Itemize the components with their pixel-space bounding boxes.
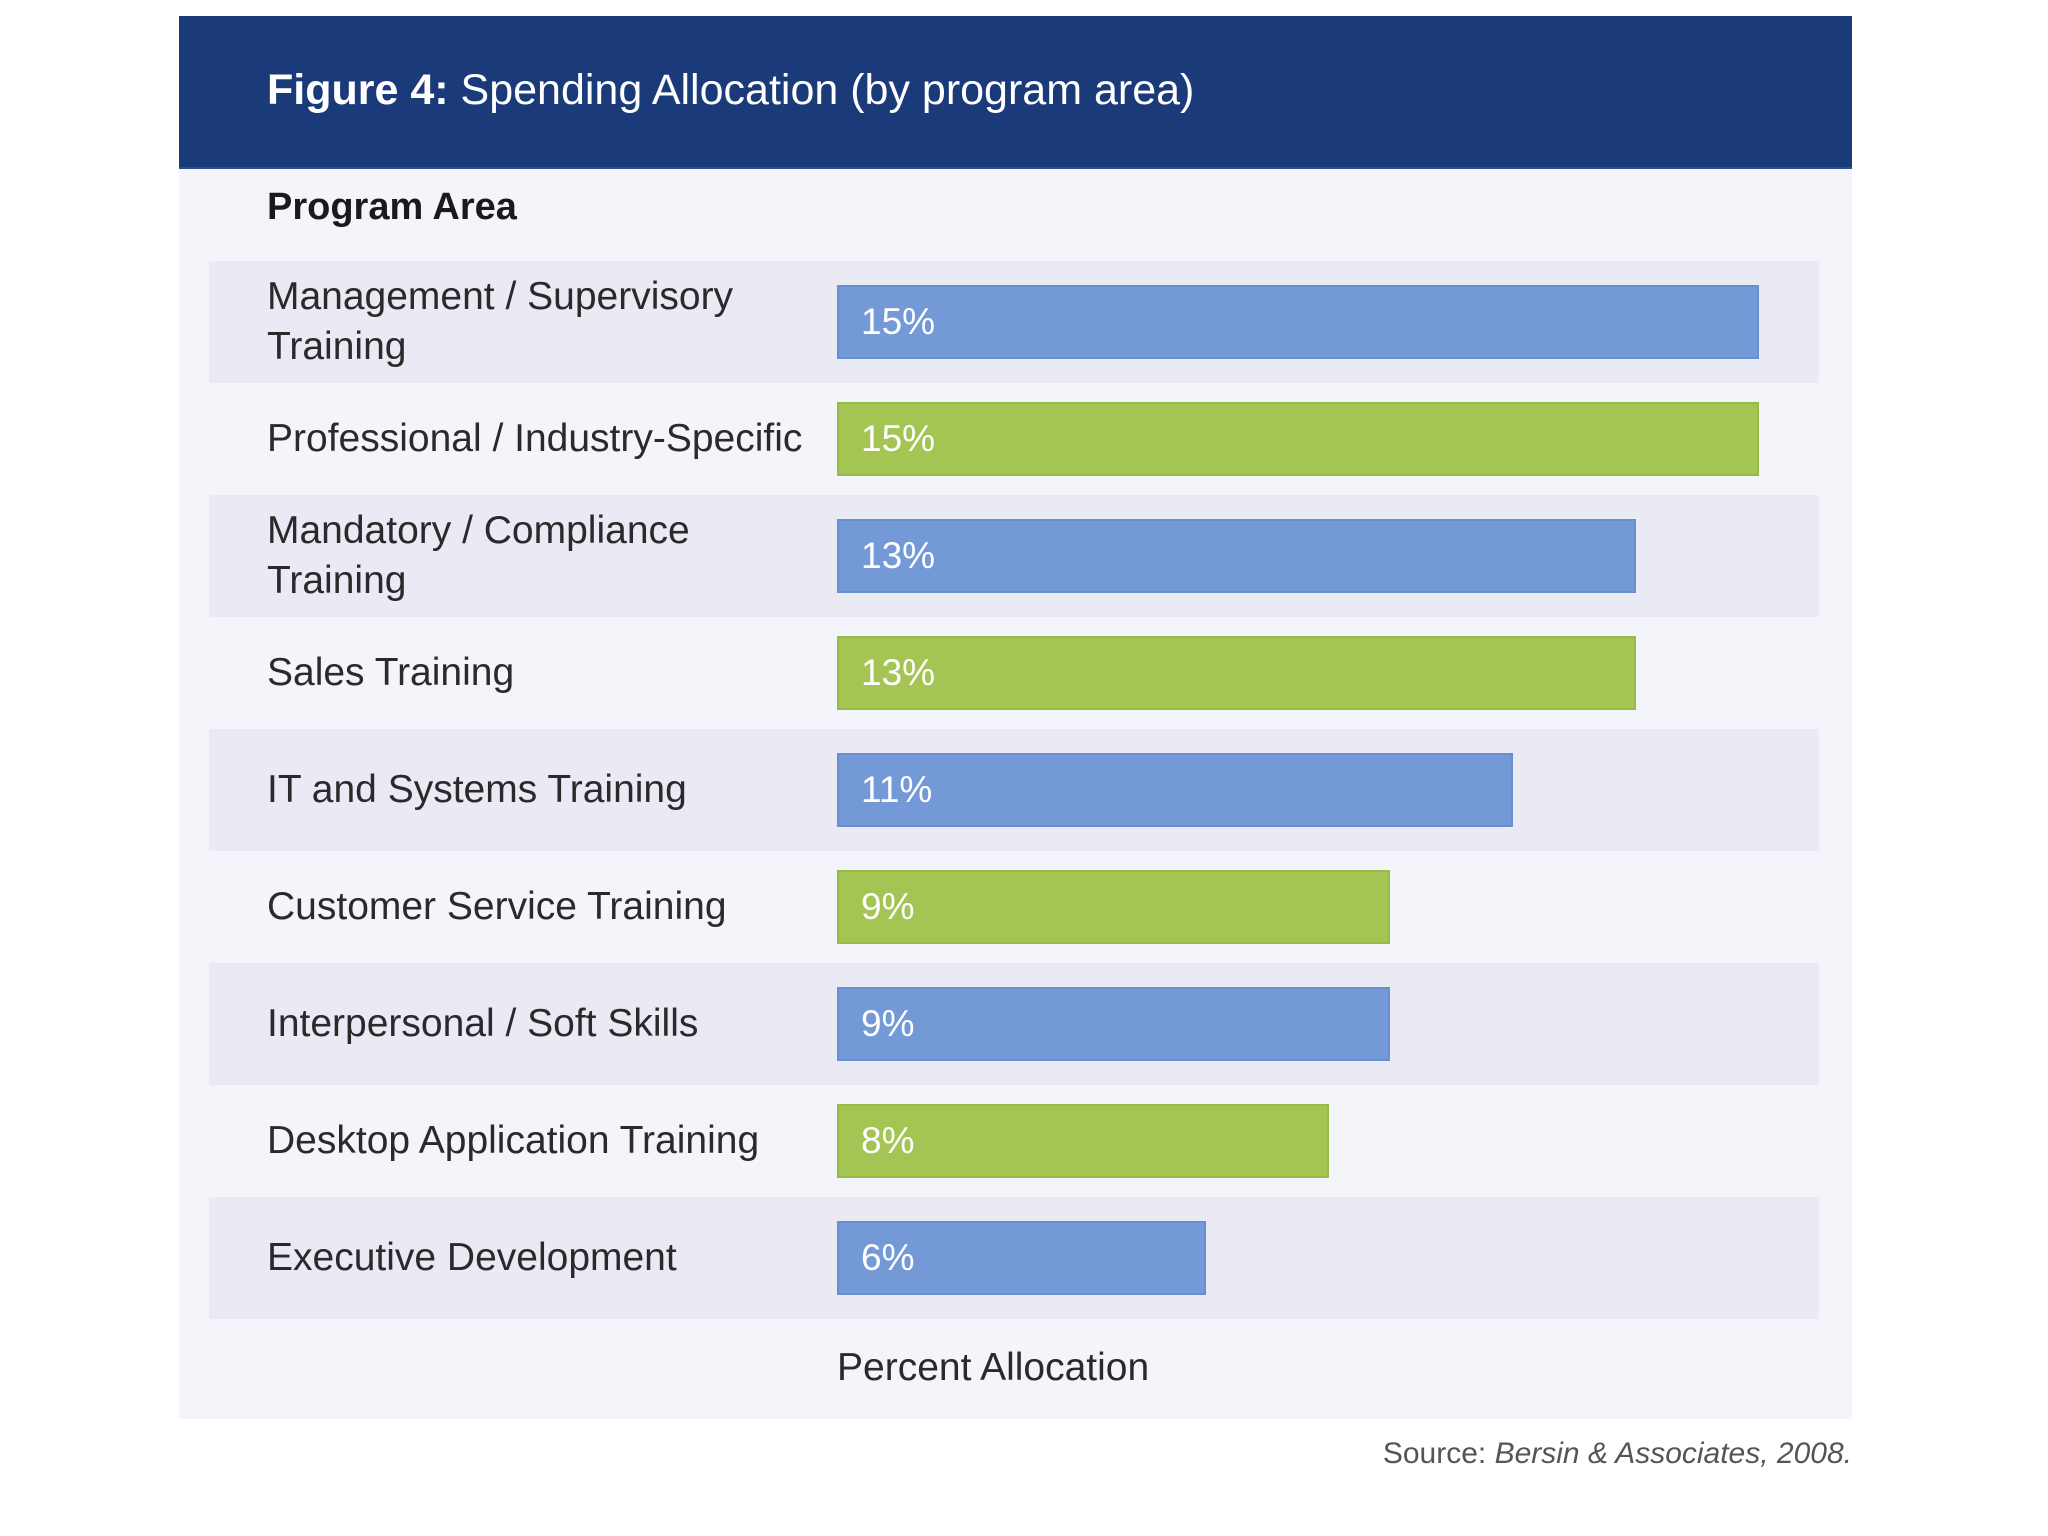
bar: 6% (837, 1221, 1206, 1295)
chart-row: Management / Supervisory Training 15% (209, 261, 1819, 383)
bar-value-label: 9% (861, 1003, 915, 1044)
source-prefix: Source: (1382, 1437, 1487, 1470)
chart-row: Sales Training 13% (209, 612, 1819, 734)
figure-number: Figure 4: (267, 66, 449, 114)
bar-value-label: 13% (861, 652, 936, 693)
category-label: Customer Service Training (267, 885, 727, 928)
bar: 8% (837, 1104, 1329, 1178)
chart-row: Mandatory / Compliance Training 13% (209, 495, 1819, 617)
bar-value-label: 15% (861, 418, 936, 459)
category-label: Executive Development (267, 1236, 677, 1279)
figure-header: Figure 4: Spending Allocation (by progra… (179, 16, 1852, 169)
chart-row: Professional / Industry-Specific 15% (209, 378, 1819, 500)
chart-row: IT and Systems Training 11% (209, 729, 1819, 851)
bar-value-label: 11% (861, 769, 933, 810)
bar: 13% (837, 519, 1636, 593)
category-label: Professional / Industry-Specific (267, 417, 803, 460)
bar-value-label: 6% (861, 1237, 915, 1278)
bar: 11% (837, 753, 1513, 827)
x-axis-label: Percent Allocation (837, 1346, 1150, 1389)
bar: 13% (837, 636, 1636, 710)
bar: 15% (837, 402, 1759, 476)
figure-title-text: Spending Allocation (by program area) (460, 66, 1195, 114)
source-name: Bersin & Associates, 2008. (1494, 1437, 1852, 1470)
source-citation: Source: Bersin & Associates, 2008. (1383, 1437, 1852, 1471)
bar-value-label: 9% (861, 886, 915, 927)
category-label: IT and Systems Training (267, 768, 687, 811)
category-label: Management / Supervisory Training (267, 275, 734, 368)
bar: 9% (837, 870, 1390, 944)
figure-title: Figure 4: Spending Allocation (by progra… (267, 66, 1194, 115)
chart-row: Customer Service Training 9% (209, 846, 1819, 968)
category-label: Desktop Application Training (267, 1119, 760, 1162)
category-label: Interpersonal / Soft Skills (267, 1002, 699, 1045)
bar: 9% (837, 987, 1390, 1061)
bar-value-label: 8% (861, 1120, 915, 1161)
chart-row: Interpersonal / Soft Skills 9% (209, 963, 1819, 1085)
category-label: Sales Training (267, 651, 515, 694)
figure-panel: Figure 4: Spending Allocation (by progra… (179, 16, 1852, 1419)
bar-value-label: 13% (861, 535, 936, 576)
bar-value-label: 15% (861, 301, 936, 342)
chart-row: Executive Development 6% (209, 1197, 1819, 1319)
category-label: Mandatory / Compliance Training (267, 509, 690, 602)
chart-row: Desktop Application Training 8% (209, 1080, 1819, 1202)
column-header-program-area: Program Area (267, 186, 517, 228)
bar: 15% (837, 285, 1759, 359)
